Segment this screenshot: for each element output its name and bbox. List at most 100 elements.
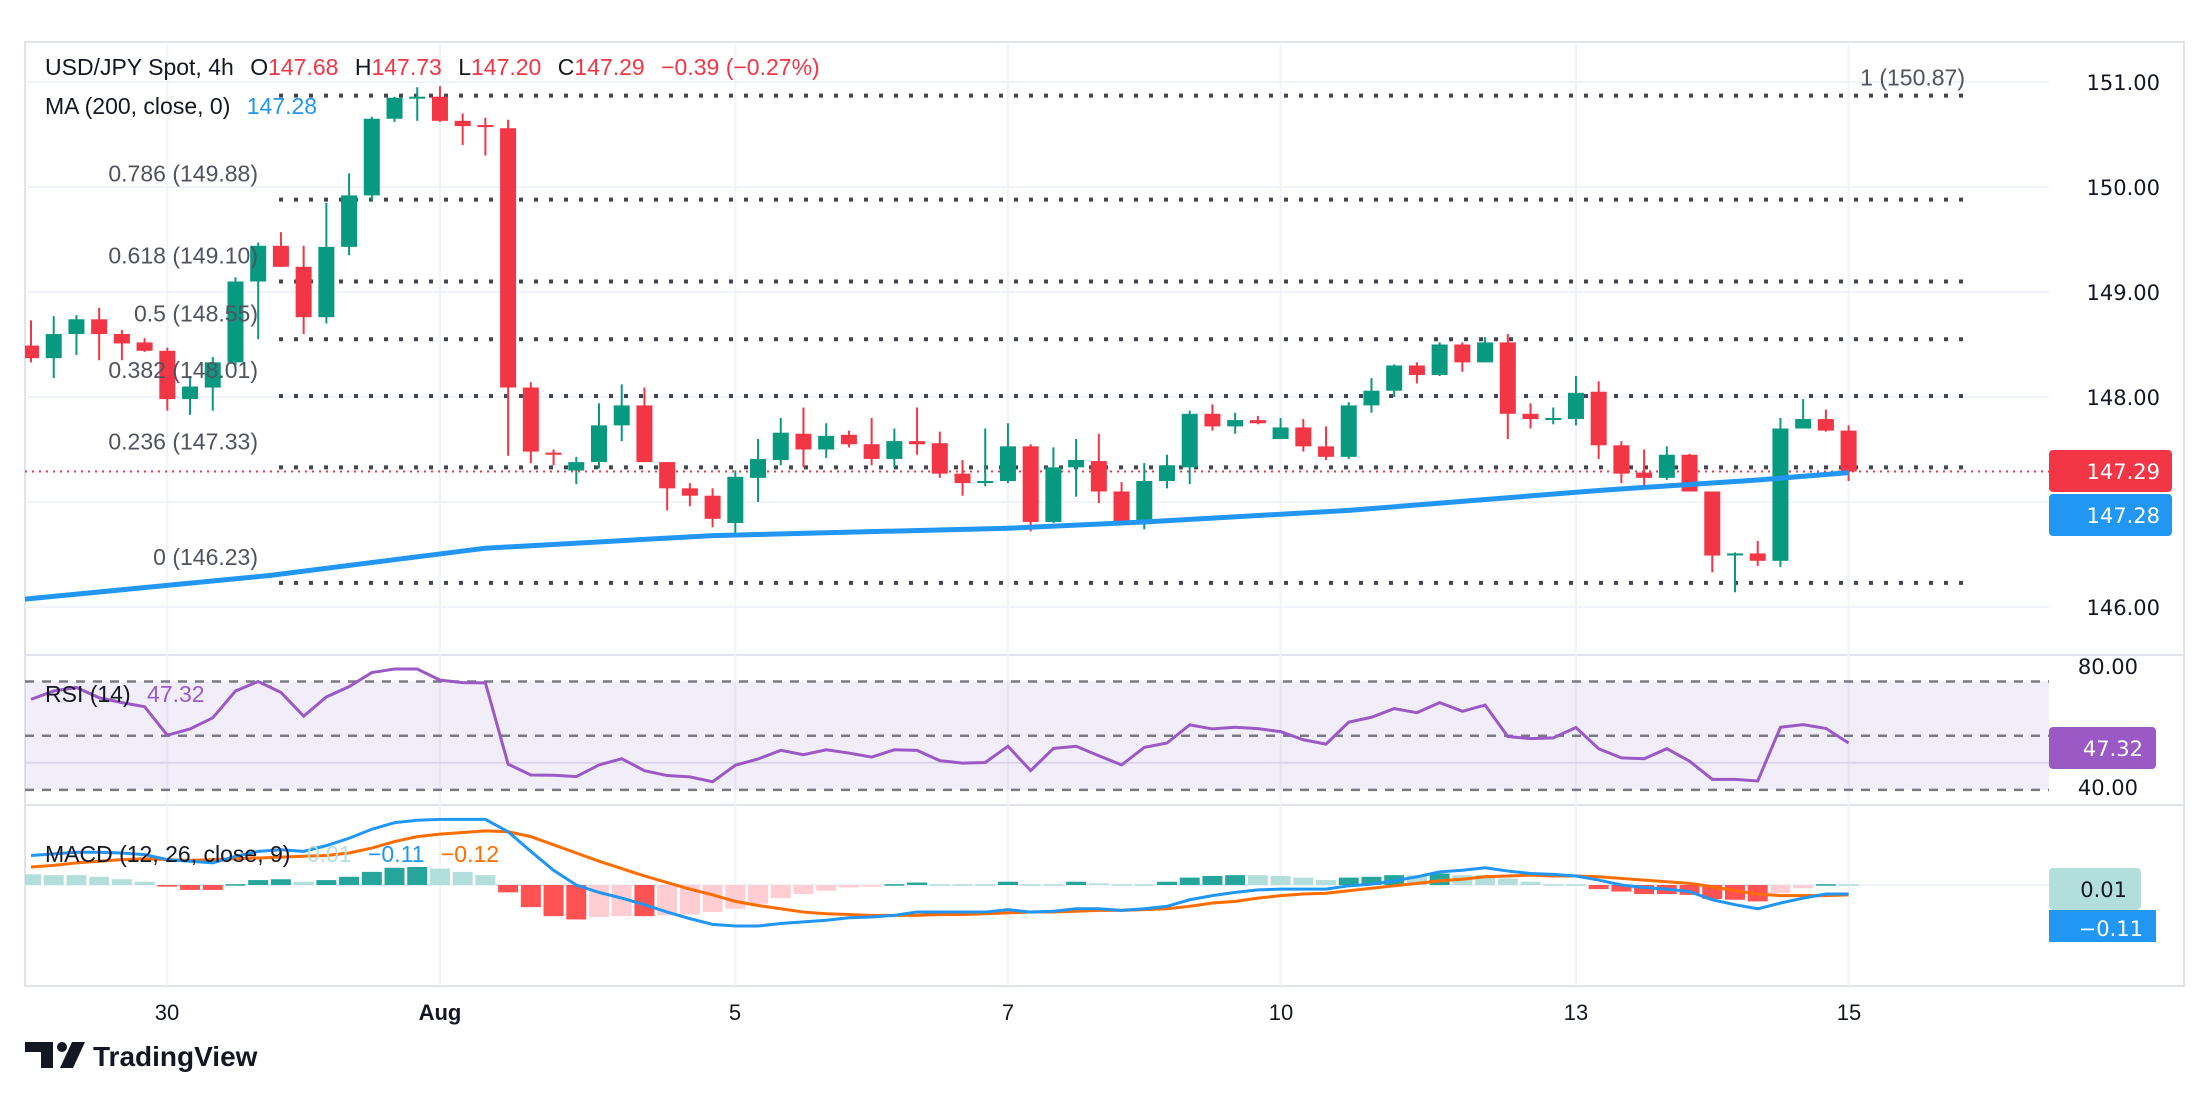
price-tick: 146.00 (2087, 596, 2160, 620)
macd-histogram-bar (748, 885, 769, 904)
macd-histogram-bar (293, 881, 314, 885)
open-label: O (250, 54, 268, 80)
candle (1181, 410, 1198, 485)
macd-hist-tag (2049, 868, 2141, 910)
fib-level-label: 0.236 (147.33) (108, 428, 258, 454)
candle-body (727, 476, 744, 523)
macd-histogram-bar (1134, 884, 1155, 886)
macd-histogram-bar (225, 884, 246, 886)
candle-body (295, 266, 312, 318)
ma-legend[interactable]: MA (200, close, 0) 147.28 (45, 93, 317, 119)
candle-body (1386, 365, 1403, 391)
price-axis[interactable]: 151.00 150.00 149.00 148.00 146.00 147.2… (2049, 71, 2172, 620)
rsi-tag (2049, 727, 2156, 769)
candle-body (1545, 418, 1562, 420)
candle-body (818, 435, 835, 450)
high-label: H (355, 54, 372, 80)
candle (113, 329, 130, 361)
candle (1704, 491, 1721, 573)
macd-histogram-bar (475, 875, 496, 885)
candle (182, 376, 199, 415)
candle (1136, 463, 1153, 530)
candle-body (1590, 391, 1607, 446)
candle (613, 384, 630, 442)
macd-histogram-bar (793, 885, 814, 895)
candle (659, 462, 676, 511)
high-value: 147.73 (371, 54, 441, 80)
candle-body (1795, 419, 1812, 429)
macd-axis[interactable]: 0.01 −0.11 (2049, 868, 2156, 942)
macd-histogram-bar (498, 885, 519, 893)
macd-histogram-bar (975, 884, 996, 886)
candle (454, 113, 471, 145)
last-price-tag-text: 147.29 (2087, 460, 2160, 484)
candle (999, 423, 1016, 484)
candle-body (1340, 405, 1357, 457)
candle (45, 316, 62, 379)
candle (1045, 447, 1062, 523)
macd-histogram-bar (1157, 881, 1177, 885)
macd-histogram-bar (1838, 884, 1859, 886)
rsi-levels (25, 680, 2049, 792)
candle (1522, 403, 1539, 429)
symbol-legend[interactable]: USD/JPY Spot, 4h O147.68 H147.73 L147.20… (45, 54, 820, 80)
rsi-legend[interactable]: RSI (14) 47.32 (45, 681, 205, 707)
time-axis[interactable]: 30 Aug 5 7 10 13 15 (155, 1000, 1861, 1025)
candle (227, 277, 244, 366)
candle-body (659, 462, 676, 489)
macd-histogram-bar (543, 885, 564, 917)
candle-body (613, 405, 630, 426)
candle-body (1772, 428, 1789, 561)
macd-histogram-bar (861, 885, 882, 887)
candle-body (704, 495, 721, 519)
low-value: 147.20 (471, 54, 541, 80)
candle (1272, 418, 1289, 439)
macd-histogram-bar (407, 866, 428, 885)
candle (500, 119, 517, 456)
macd-value-tag-text: −0.11 (2079, 917, 2143, 941)
close-value: 147.29 (574, 54, 644, 80)
macd-histogram-bar (89, 876, 110, 885)
candle (1068, 439, 1085, 497)
candle (1545, 407, 1562, 425)
macd-histogram-bar (634, 885, 655, 917)
macd-histogram-bar (270, 879, 291, 885)
candle-body (1113, 491, 1130, 522)
candle-body (1636, 472, 1653, 478)
candle (295, 245, 312, 334)
chart-frame (24, 41, 2185, 987)
candle-body (1045, 467, 1062, 522)
tradingview-logo[interactable]: TradingView (25, 1041, 258, 1072)
rsi-line (30, 667, 1850, 784)
candle-body (1363, 390, 1380, 406)
candle (1772, 418, 1789, 568)
macd-histogram-bar (929, 884, 950, 886)
rsi-axis[interactable]: 80.00 47.32 40.00 (2049, 655, 2156, 800)
macd-histogram-bar (702, 885, 723, 913)
macd-histogram-bar (770, 885, 791, 899)
macd-signal-value: −0.12 (441, 841, 499, 867)
candle-body (1431, 344, 1448, 375)
candle-body (363, 118, 380, 196)
rsi-label: RSI (14) (45, 681, 131, 707)
macd-histogram-bar (725, 885, 746, 909)
macd-histogram-bar (429, 868, 450, 885)
price-pane[interactable] (20, 86, 2049, 602)
macd-histogram-bar (1066, 881, 1087, 885)
macd-pane[interactable] (21, 817, 2049, 928)
candle-body (545, 452, 562, 455)
macd-histogram-bar (1316, 880, 1337, 885)
candle-body (1727, 553, 1743, 556)
candle-body (477, 125, 494, 128)
candle-body (25, 345, 39, 359)
rsi-pane[interactable] (25, 667, 2049, 792)
candle (681, 483, 698, 507)
candle (1090, 433, 1107, 504)
macd-histogram-bar (1634, 885, 1655, 895)
candle-body (1567, 392, 1584, 420)
candle-body (636, 405, 653, 463)
candle (1408, 362, 1425, 384)
macd-legend[interactable]: MACD (12, 26, close, 9) 0.01 −0.11 −0.12 (45, 841, 499, 867)
macd-histogram-bar (611, 885, 632, 917)
